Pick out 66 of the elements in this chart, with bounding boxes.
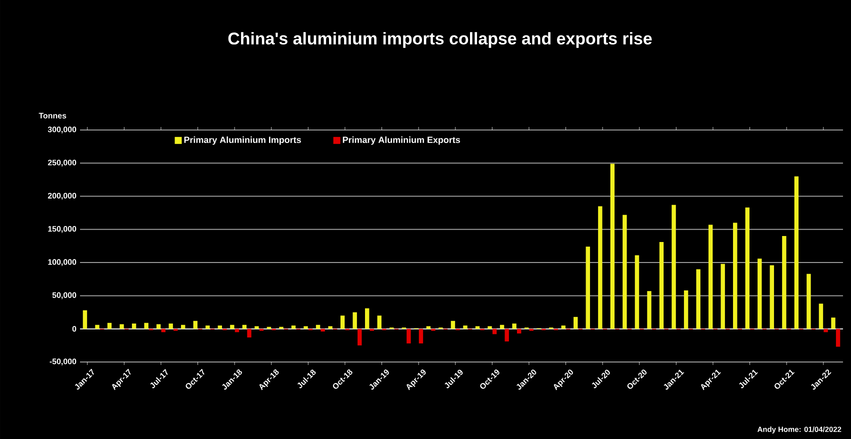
bar [610, 164, 615, 329]
bar [406, 328, 411, 344]
bar [206, 326, 210, 329]
bar [488, 326, 492, 329]
bar [504, 328, 509, 342]
bar [659, 242, 664, 329]
bar [684, 290, 688, 329]
bar [794, 176, 799, 329]
bar [426, 326, 431, 329]
legend-label: Primary Aluminium Imports [184, 136, 301, 145]
bar [247, 328, 252, 338]
bar [340, 316, 345, 329]
bar [328, 326, 332, 329]
bar [782, 236, 786, 329]
bar [770, 265, 774, 329]
bar [365, 308, 370, 329]
bar [254, 326, 259, 329]
bar [586, 246, 590, 329]
bar [672, 204, 676, 329]
bar [193, 320, 198, 329]
bar [806, 274, 811, 329]
bar [492, 328, 497, 334]
bar [316, 324, 320, 329]
bar [818, 304, 824, 329]
bar [475, 326, 480, 329]
bar [500, 324, 504, 329]
bar [647, 291, 652, 329]
bar [181, 324, 186, 329]
bar [144, 322, 148, 329]
bar [320, 328, 325, 332]
bar [745, 208, 750, 329]
bar [132, 324, 136, 329]
bar [82, 310, 88, 329]
bar [598, 206, 602, 329]
bar [720, 264, 725, 329]
bar [450, 320, 456, 329]
bar [352, 312, 357, 329]
bar [377, 316, 382, 329]
bar [230, 324, 234, 329]
bar [561, 326, 566, 329]
bar [824, 328, 828, 332]
bar [304, 326, 308, 329]
bar [831, 318, 836, 329]
bar [168, 324, 173, 329]
bar [358, 328, 362, 346]
bar [574, 316, 578, 329]
bar [463, 326, 468, 329]
bar [708, 224, 713, 329]
bar [156, 324, 161, 329]
bar [107, 322, 112, 329]
bar [120, 324, 124, 329]
legend-label: Primary Aluminium Exports [342, 136, 460, 145]
bar [291, 326, 296, 329]
bar [517, 328, 522, 334]
bar [418, 328, 424, 344]
bar [218, 326, 222, 329]
chart-title: China's aluminium imports collapse and exports rise [228, 32, 652, 48]
bar [836, 328, 840, 347]
bar [622, 214, 627, 329]
bar [696, 269, 700, 329]
bar [733, 222, 738, 329]
bar [242, 324, 247, 329]
bar [512, 324, 516, 329]
bar [758, 258, 762, 329]
bar [634, 255, 640, 329]
bar [95, 324, 100, 329]
